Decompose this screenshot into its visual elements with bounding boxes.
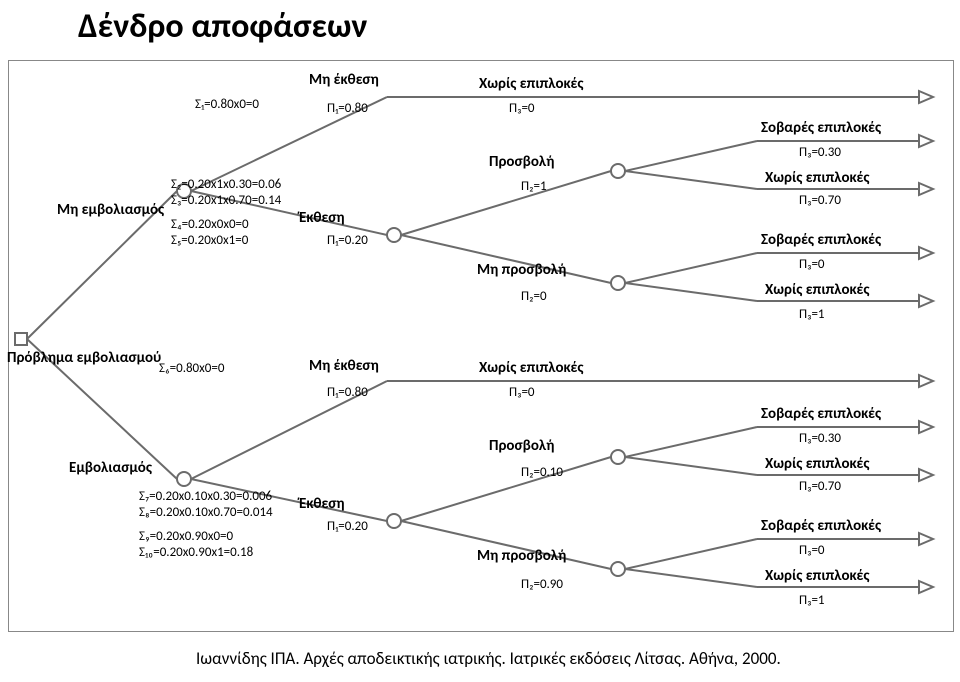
bot-noattack-label: Μη προσβολή: [477, 547, 566, 565]
bot-out3-label: Σοβαρές επιπλοκές: [761, 517, 881, 535]
bot-noexp-p3: Π₃=0: [509, 385, 535, 400]
bot-out4-label: Χωρίς επιπλοκές: [765, 567, 869, 585]
top-out1-p3: Π₃=0.30: [799, 145, 841, 160]
sigma-10: Σ₁₀=0.20x0.90x1=0.18: [139, 545, 253, 560]
top-noexp-outcome: Χωρίς επιπλοκές: [479, 75, 583, 93]
bot-noexp-prob: Π₁=0.80: [327, 385, 368, 400]
root-label: Πρόβλημα εμβολιασμού: [7, 349, 161, 367]
top-attack-label: Προσβολή: [489, 153, 554, 171]
bot-noexp-outcome: Χωρίς επιπλοκές: [479, 359, 583, 377]
sigma-7: Σ₇=0.20x0.10x0.30=0.006: [139, 489, 272, 504]
sigma-1: Σ₁=0.80x0=0: [195, 97, 259, 112]
top-out2-label: Χωρίς επιπλοκές: [765, 169, 869, 187]
top-exp-label: Έκθεση: [299, 209, 345, 227]
sigma-8: Σ₈=0.20x0.10x0.70=0.014: [139, 505, 273, 520]
top-out3-label: Σοβαρές επιπλοκές: [761, 231, 881, 249]
sigma-9: Σ₉=0.20x0.90x0=0: [139, 529, 233, 544]
top-out2-p3: Π₃=0.70: [799, 193, 841, 208]
bot-noexp-label: Μη έκθεση: [309, 357, 379, 375]
bot-out3-p3: Π₃=0: [799, 543, 825, 558]
bot-out1-label: Σοβαρές επιπλοκές: [761, 405, 881, 423]
branch-top-label: Μη εμβολιασμός: [57, 201, 164, 219]
top-out1-label: Σοβαρές επιπλοκές: [761, 119, 881, 137]
sigma-2: Σ₂=0.20x1x0.30=0.06: [171, 177, 281, 192]
sigma-5: Σ₅=0.20x0x1=0: [171, 233, 248, 248]
sigma-4: Σ₄=0.20x0x0=0: [171, 217, 249, 232]
top-out4-label: Χωρίς επιπλοκές: [765, 281, 869, 299]
top-noexp-label: Μη έκθεση: [309, 71, 379, 89]
bot-out1-p3: Π₃=0.30: [799, 431, 841, 446]
top-out3-p3: Π₃=0: [799, 257, 825, 272]
top-noexp-prob: Π₁=0.80: [327, 101, 368, 116]
bot-out4-p3: Π₃=1: [799, 593, 825, 608]
top-out4-p3: Π₃=1: [799, 307, 825, 322]
bot-attack-label: Προσβολή: [489, 437, 554, 455]
sigma-3: Σ₃=0.20x1x0.70=0.14: [171, 193, 281, 208]
top-exp-prob: Π₁=0.20: [327, 233, 368, 248]
bot-attack-p2: Π₂=0.10: [521, 465, 563, 480]
citation: Ιωαννίδης ΙΠΑ. Αρχές αποδεικτικής ιατρικ…: [196, 648, 781, 669]
top-noattack-p2: Π₂=0: [521, 289, 547, 304]
sigma-6: Σ₆=0.80x0=0: [159, 361, 224, 376]
top-attack-p2: Π₂=1: [521, 179, 547, 194]
bot-exp-label: Έκθεση: [299, 495, 345, 513]
top-noexp-p3: Π₃=0: [509, 101, 535, 116]
page-title: Δένδρο αποφάσεων: [78, 6, 367, 47]
branch-bot-label: Εμβολιασμός: [69, 459, 152, 477]
tree-frame: Πρόβλημα εμβολιασμού Μη εμβολιασμός Μη έ…: [8, 60, 954, 632]
bot-out2-p3: Π₃=0.70: [799, 479, 841, 494]
bot-exp-prob: Π₁=0.20: [327, 519, 368, 534]
bot-noattack-p2: Π₂=0.90: [521, 577, 563, 592]
bot-out2-label: Χωρίς επιπλοκές: [765, 455, 869, 473]
top-noattack-label: Μη προσβολή: [477, 261, 566, 279]
